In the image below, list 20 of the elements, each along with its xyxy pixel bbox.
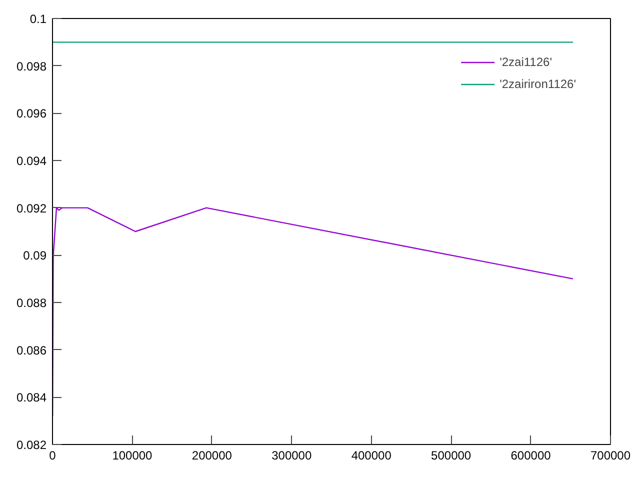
y-tick-label: 0.086 xyxy=(16,343,47,358)
x-tick-label: 300000 xyxy=(272,448,312,462)
y-tick-label: 0.098 xyxy=(16,59,47,74)
y-tick-label: 0.1 xyxy=(30,12,47,26)
y-tick-label: 0.094 xyxy=(16,154,47,168)
x-tick-label: 500000 xyxy=(431,448,472,462)
y-tick-label: 0.088 xyxy=(16,296,47,310)
x-tick-label: 600000 xyxy=(510,448,552,462)
y-tick-label: 0.09 xyxy=(23,248,47,263)
legend-label: '2zairiron1126' xyxy=(500,77,576,91)
x-tick-label: 0 xyxy=(49,448,56,462)
x-tick-label: 700000 xyxy=(590,448,631,462)
legend-label: '2zai1126' xyxy=(500,55,552,69)
x-tick-label: 100000 xyxy=(112,448,153,462)
y-tick-label: 0.082 xyxy=(16,438,47,452)
x-tick-label: 200000 xyxy=(192,448,232,462)
y-tick-label: 0.092 xyxy=(16,201,47,216)
x-tick-label: 400000 xyxy=(351,448,392,462)
y-tick-label: 0.084 xyxy=(16,390,47,405)
y-tick-label: 0.096 xyxy=(16,106,47,121)
